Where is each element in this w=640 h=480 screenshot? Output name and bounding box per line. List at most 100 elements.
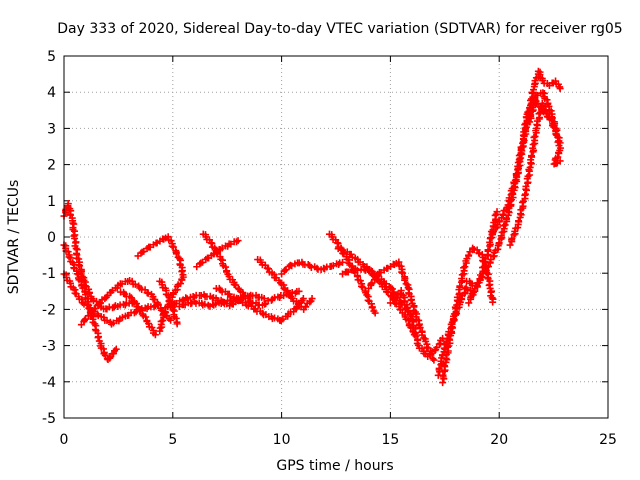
data-point-marker xyxy=(403,304,411,312)
series-track-13 xyxy=(254,256,316,313)
data-point-marker xyxy=(222,263,230,271)
data-point-marker xyxy=(80,316,88,324)
data-point-marker xyxy=(484,246,492,254)
data-point-marker xyxy=(555,149,563,157)
data-point-marker xyxy=(299,295,307,303)
data-point-marker xyxy=(508,234,516,242)
x-tick-label: 25 xyxy=(599,432,617,448)
data-point-marker xyxy=(556,85,564,93)
y-tick-label: 2 xyxy=(47,158,56,174)
data-point-marker xyxy=(535,110,543,118)
data-point-marker xyxy=(527,152,535,160)
series-track-26 xyxy=(534,67,564,93)
data-point-marker xyxy=(339,258,347,266)
data-point-marker xyxy=(554,138,562,146)
y-tick-label: -5 xyxy=(42,411,56,427)
data-point-marker xyxy=(429,355,437,363)
data-point-marker xyxy=(142,313,150,321)
data-point-marker xyxy=(469,288,477,296)
data-point-marker xyxy=(168,242,176,250)
data-point-marker xyxy=(491,211,499,219)
data-point-marker xyxy=(512,170,520,178)
data-point-marker xyxy=(234,237,242,245)
series-track-25 xyxy=(526,89,564,168)
data-point-marker xyxy=(465,251,473,259)
data-point-marker xyxy=(144,289,152,297)
data-point-marker xyxy=(493,208,501,216)
data-point-marker xyxy=(69,226,77,234)
data-point-marker xyxy=(495,239,503,247)
data-point-marker xyxy=(94,334,102,342)
data-point-marker xyxy=(280,284,288,292)
series-track-7 xyxy=(156,277,181,328)
data-point-marker xyxy=(295,287,303,295)
data-point-marker xyxy=(423,343,431,351)
x-tick-label: 20 xyxy=(490,432,508,448)
data-point-marker xyxy=(517,143,525,151)
data-point-marker xyxy=(467,292,475,300)
data-point-marker xyxy=(78,273,86,281)
y-tick-label: 3 xyxy=(47,121,56,137)
data-point-marker xyxy=(440,362,448,370)
y-tick-label: 0 xyxy=(47,230,56,246)
data-point-marker xyxy=(478,273,486,281)
data-point-marker xyxy=(160,313,168,321)
data-point-marker xyxy=(497,232,505,240)
data-point-marker xyxy=(416,324,424,332)
series-track-3 xyxy=(60,270,159,328)
data-point-marker xyxy=(335,260,343,268)
data-point-marker xyxy=(356,277,364,285)
x-tick-label: 0 xyxy=(60,432,69,448)
y-tick-label: 5 xyxy=(47,49,56,65)
data-point-marker xyxy=(271,314,279,322)
data-point-marker xyxy=(390,294,398,302)
data-point-marker xyxy=(159,317,167,325)
y-tick-label: -4 xyxy=(42,375,56,391)
y-tick-label: -3 xyxy=(42,339,56,355)
data-point-marker xyxy=(358,282,366,290)
y-tick-label: -1 xyxy=(42,266,56,282)
data-point-marker xyxy=(484,263,492,271)
data-point-marker xyxy=(465,299,473,307)
data-point-marker xyxy=(545,114,553,122)
data-point-marker xyxy=(167,316,175,324)
y-tick-label: 1 xyxy=(47,194,56,210)
data-point-marker xyxy=(444,343,452,351)
data-point-marker xyxy=(169,243,177,251)
chart-title: Day 333 of 2020, Sidereal Day-to-day VTE… xyxy=(57,21,622,37)
data-point-marker xyxy=(521,121,529,129)
data-point-marker xyxy=(399,269,407,277)
data-point-marker xyxy=(178,276,186,284)
series-track-27 xyxy=(506,99,553,249)
data-point-marker xyxy=(515,152,523,160)
data-point-marker xyxy=(445,335,453,343)
y-axis-label: SDTVAR / TECUs xyxy=(6,180,22,295)
data-point-marker xyxy=(527,111,535,119)
data-point-marker xyxy=(260,295,268,303)
data-point-marker xyxy=(371,309,379,317)
data-point-marker xyxy=(556,157,564,165)
data-point-marker xyxy=(78,299,86,307)
data-point-marker xyxy=(259,309,267,317)
data-point-marker xyxy=(173,320,181,328)
series-track-8 xyxy=(167,291,246,311)
data-point-marker xyxy=(178,268,186,276)
data-point-marker xyxy=(156,327,164,335)
data-point-marker xyxy=(183,295,191,303)
data-point-marker xyxy=(529,140,537,148)
data-point-marker xyxy=(435,364,443,372)
data-point-marker xyxy=(353,266,361,274)
data-point-marker xyxy=(500,222,508,230)
data-point-marker xyxy=(73,270,81,278)
data-point-marker xyxy=(489,298,497,306)
data-point-marker xyxy=(71,235,79,243)
data-point-marker xyxy=(515,217,523,225)
data-point-marker xyxy=(64,248,72,256)
data-point-marker xyxy=(430,356,438,364)
series-track-5 xyxy=(117,288,159,339)
data-point-marker xyxy=(112,345,120,353)
data-point-marker xyxy=(511,227,519,235)
data-point-marker xyxy=(65,253,73,261)
data-point-marker xyxy=(511,176,519,184)
